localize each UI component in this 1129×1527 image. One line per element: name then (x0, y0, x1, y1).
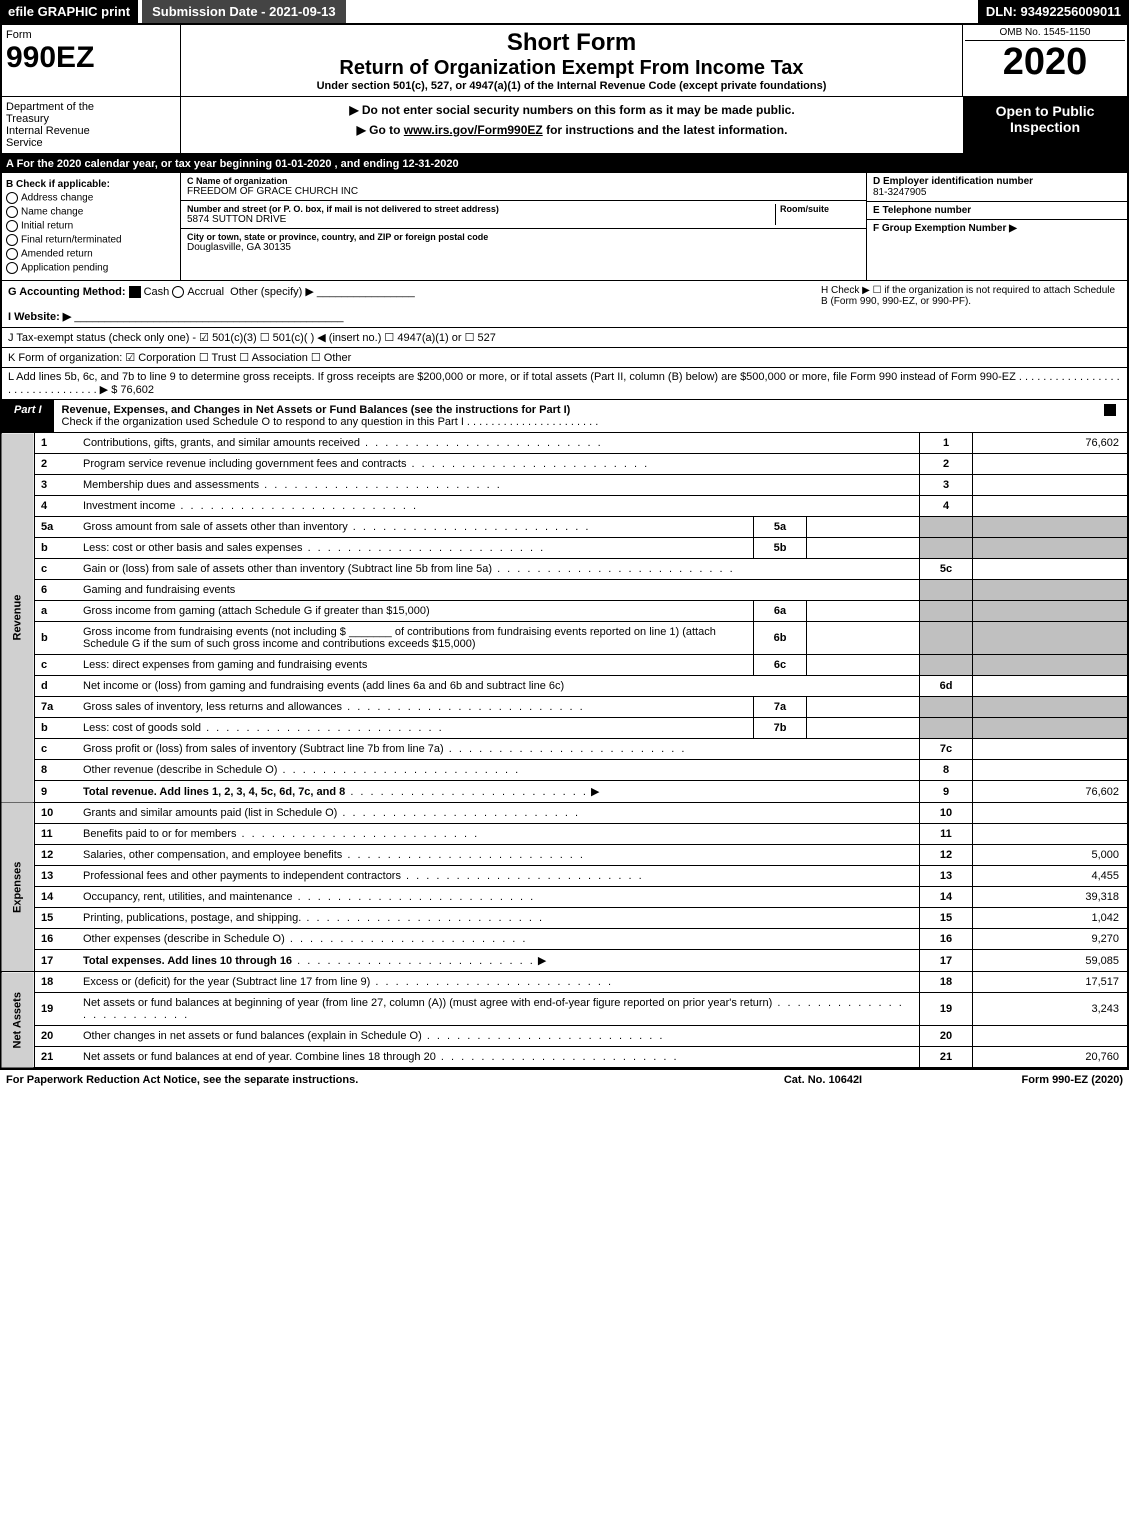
line-6c-value (807, 655, 920, 676)
efile-print-button[interactable]: efile GRAPHIC print (0, 0, 138, 23)
form-id-block: Form 990EZ (2, 25, 181, 96)
ein-cell: D Employer identification number 81-3247… (867, 173, 1127, 202)
footer-mid: Cat. No. 10642I (723, 1074, 923, 1086)
accounting-method-block: G Accounting Method: Cash Accrual Other … (0, 281, 1129, 328)
line-10-amount (973, 803, 1129, 824)
line-20-amount (973, 1026, 1129, 1047)
form-header-row2: Department of theTreasuryInternal Revenu… (0, 96, 1129, 155)
org-name-cell: C Name of organization FREEDOM OF GRACE … (181, 173, 866, 201)
notice-1: ▶ Do not enter social security numbers o… (187, 103, 957, 117)
col-b-title: B Check if applicable: (6, 179, 176, 190)
column-b: B Check if applicable: Address change Na… (2, 173, 181, 280)
section-a-period: A For the 2020 calendar year, or tax yea… (0, 155, 1129, 173)
year-block: OMB No. 1545-1150 2020 (962, 25, 1127, 96)
line-18-amount: 17,517 (973, 972, 1129, 993)
ein-value: 81-3247905 (873, 187, 1121, 198)
department-label: Department of theTreasuryInternal Revenu… (2, 97, 181, 153)
part-1-title: Revenue, Expenses, and Changes in Net As… (54, 400, 1096, 432)
check-initial-return[interactable]: Initial return (6, 220, 176, 232)
part-1-checkbox[interactable] (1096, 400, 1127, 432)
main-title: Return of Organization Exempt From Incom… (185, 57, 958, 80)
tax-year: 2020 (965, 41, 1125, 84)
revenue-side-label: Revenue (1, 433, 35, 803)
check-address-change[interactable]: Address change (6, 192, 176, 204)
line-6a-value (807, 601, 920, 622)
part-1-header: Part I Revenue, Expenses, and Changes in… (0, 400, 1129, 433)
line-11-amount (973, 824, 1129, 845)
notices: ▶ Do not enter social security numbers o… (181, 97, 963, 153)
address-cell: Number and street (or P. O. box, if mail… (181, 201, 866, 229)
form-title-block: Short Form Return of Organization Exempt… (181, 25, 962, 96)
line-7b-value (807, 718, 920, 739)
tax-exempt-status: J Tax-exempt status (check only one) - ☑… (0, 328, 1129, 348)
line-7c-amount (973, 739, 1129, 760)
line-2-amount (973, 454, 1129, 475)
line-5c-amount (973, 559, 1129, 580)
line-3-amount (973, 475, 1129, 496)
check-final-return[interactable]: Final return/terminated (6, 234, 176, 246)
line-6b-value (807, 622, 920, 655)
check-name-change[interactable]: Name change (6, 206, 176, 218)
group-exemption-cell: F Group Exemption Number ▶ (867, 220, 1127, 237)
open-to-public: Open to Public Inspection (963, 97, 1127, 153)
form-label: Form (6, 29, 176, 41)
submission-date: Submission Date - 2021-09-13 (142, 0, 346, 23)
line-6d-amount (973, 676, 1129, 697)
line-5b-value (807, 538, 920, 559)
org-city: Douglasville, GA 30135 (187, 242, 860, 253)
website-label: I Website: ▶ (8, 311, 71, 323)
footer-left: For Paperwork Reduction Act Notice, see … (6, 1074, 723, 1086)
city-cell: City or town, state or province, country… (181, 229, 866, 256)
check-accrual[interactable] (172, 286, 184, 298)
line-4-amount (973, 496, 1129, 517)
omb-number: OMB No. 1545-1150 (965, 27, 1125, 41)
line-21-amount: 20,760 (973, 1047, 1129, 1069)
org-name: FREEDOM OF GRACE CHURCH INC (187, 186, 860, 197)
line-7a-value (807, 697, 920, 718)
gross-receipts-line: L Add lines 5b, 6c, and 7b to line 9 to … (0, 368, 1129, 400)
line-9-amount: 76,602 (973, 781, 1129, 803)
line-5a-value (807, 517, 920, 538)
line-16-amount: 9,270 (973, 929, 1129, 950)
line-12-amount: 5,000 (973, 845, 1129, 866)
form-number: 990EZ (6, 41, 176, 75)
part-1-tab: Part I (2, 400, 54, 432)
schedule-b-check: H Check ▶ ☐ if the organization is not r… (813, 285, 1121, 323)
phone-cell: E Telephone number (867, 202, 1127, 220)
subtitle: Under section 501(c), 527, or 4947(a)(1)… (185, 80, 958, 92)
part-1-table: Revenue 1 Contributions, gifts, grants, … (0, 433, 1129, 1069)
short-form-title: Short Form (185, 29, 958, 57)
page-footer: For Paperwork Reduction Act Notice, see … (0, 1069, 1129, 1090)
check-amended-return[interactable]: Amended return (6, 248, 176, 260)
line-8-amount (973, 760, 1129, 781)
form-of-organization: K Form of organization: ☑ Corporation ☐ … (0, 348, 1129, 368)
netassets-side-label: Net Assets (1, 972, 35, 1069)
check-cash[interactable] (129, 286, 141, 298)
column-c: C Name of organization FREEDOM OF GRACE … (181, 173, 866, 280)
line-19-amount: 3,243 (973, 993, 1129, 1026)
irs-link[interactable]: www.irs.gov/Form990EZ (404, 123, 543, 137)
org-info-block: B Check if applicable: Address change Na… (0, 173, 1129, 281)
line-15-amount: 1,042 (973, 908, 1129, 929)
dln-number: DLN: 93492256009011 (978, 0, 1129, 23)
line-17-amount: 59,085 (973, 950, 1129, 972)
line-14-amount: 39,318 (973, 887, 1129, 908)
column-de: D Employer identification number 81-3247… (866, 173, 1127, 280)
expenses-side-label: Expenses (1, 803, 35, 972)
org-address: 5874 SUTTON DRIVE (187, 214, 775, 225)
top-bar: efile GRAPHIC print Submission Date - 20… (0, 0, 1129, 23)
check-application-pending[interactable]: Application pending (6, 262, 176, 274)
line-13-amount: 4,455 (973, 866, 1129, 887)
room-suite-label: Room/suite (780, 204, 860, 214)
footer-right: Form 990-EZ (2020) (923, 1074, 1123, 1086)
line-1-amount: 76,602 (973, 433, 1129, 454)
form-header: Form 990EZ Short Form Return of Organiza… (0, 23, 1129, 96)
